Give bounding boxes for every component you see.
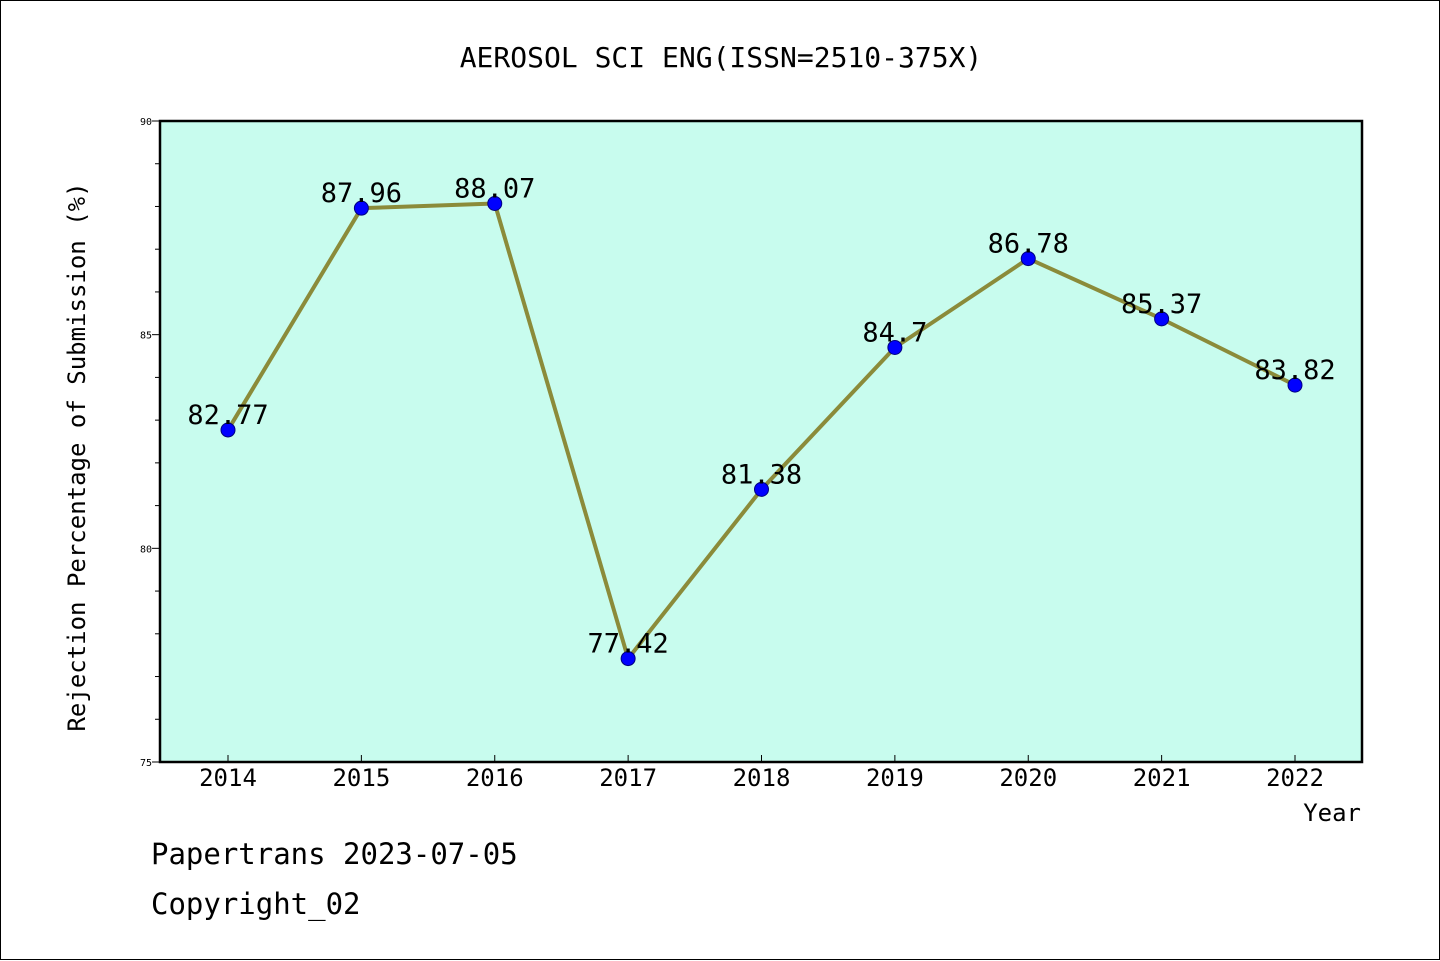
data-point <box>620 651 636 667</box>
data-point <box>1154 311 1170 327</box>
x-tick-label: 2014 <box>199 764 257 792</box>
data-label: 84.7 <box>862 317 927 348</box>
data-point <box>754 481 769 497</box>
chart-title: AEROSOL SCI ENG(ISSN=2510-375X) <box>460 41 983 74</box>
data-label: 87.96 <box>321 178 402 209</box>
data-point <box>220 422 236 438</box>
y-tick-label: 75 <box>140 758 152 769</box>
data-label: 86.78 <box>988 229 1069 260</box>
data-label: 83.82 <box>1254 355 1335 386</box>
y-tick-label: 80 <box>140 544 152 555</box>
x-axis-label: Year <box>1303 799 1361 827</box>
data-label: 88.07 <box>454 173 535 204</box>
x-tick-label: 2017 <box>599 764 657 792</box>
y-axis: 75 80 85 90 <box>140 117 160 769</box>
x-tick-label: 2021 <box>1133 764 1191 792</box>
x-axis: 2014 2015 2016 2017 2018 2019 2020 2021 2022 <box>199 755 1324 792</box>
series <box>220 195 1303 667</box>
x-tick-label: 2015 <box>332 764 390 792</box>
data-point <box>1287 377 1303 393</box>
data-label: 85.37 <box>1121 289 1202 320</box>
plot-area <box>158 119 1364 764</box>
y-axis-label: Rejection Percentage of Submission (%) <box>63 182 91 731</box>
x-tick-label: 2020 <box>999 764 1057 792</box>
y-tick-label: 90 <box>140 117 152 128</box>
data-label: 77.42 <box>587 629 668 660</box>
x-tick-label: 2018 <box>733 764 791 792</box>
x-tick-label: 2022 <box>1266 764 1324 792</box>
data-label: 82.77 <box>187 400 268 431</box>
footer-date: Papertrans 2023-07-05 <box>151 837 518 871</box>
x-tick-label: 2019 <box>866 764 924 792</box>
data-point <box>353 200 369 216</box>
data-point <box>887 339 903 355</box>
footer-copyright: Copyright_02 <box>151 887 361 921</box>
y-tick-label: 85 <box>140 331 152 342</box>
data-point <box>487 195 503 211</box>
data-label: 81.38 <box>721 459 802 490</box>
x-tick-label: 2016 <box>466 764 524 792</box>
data-labels: 82.77 87.96 88.07 77.42 81.38 84.7 86.78 85.37 8… <box>187 173 1335 659</box>
data-point <box>1020 251 1036 267</box>
